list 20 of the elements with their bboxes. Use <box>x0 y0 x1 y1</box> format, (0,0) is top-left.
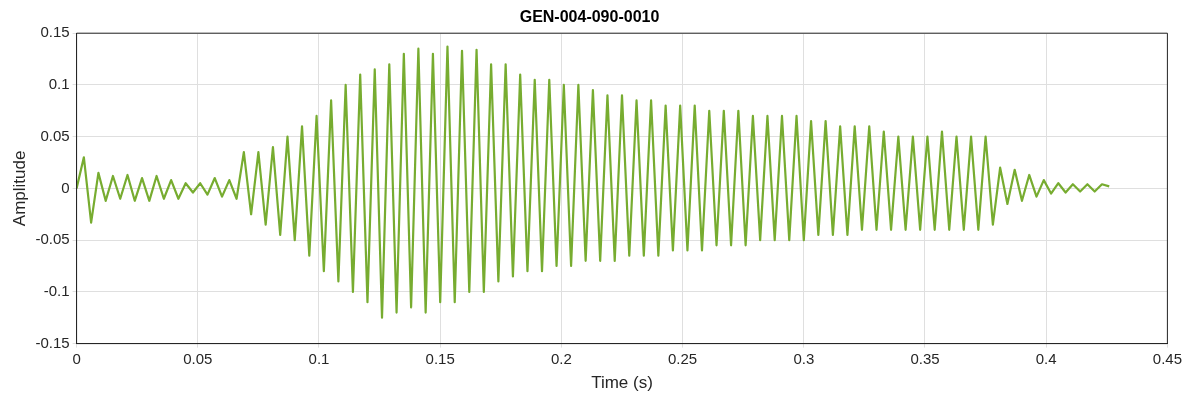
x-tick-label: 0.25 <box>668 349 698 367</box>
y-tick-label: 0 <box>61 178 70 196</box>
y-tick-label: 0.1 <box>48 75 70 93</box>
x-axis-title: Time (s) <box>591 373 653 393</box>
y-tick-label: 0.15 <box>40 23 70 41</box>
x-tick-label: 0.05 <box>183 349 213 367</box>
x-tick-label: 0.1 <box>308 349 330 367</box>
y-axis-title: Amplitude <box>9 150 29 227</box>
x-tick-label: 0.45 <box>1152 349 1182 367</box>
chart-title: GEN-004-090-0010 <box>519 8 660 26</box>
y-tick-label: -0.05 <box>35 230 70 248</box>
y-tick-label: -0.15 <box>35 333 70 351</box>
x-tick-label: 0.15 <box>425 349 455 367</box>
x-tick-label: 0.2 <box>550 349 572 367</box>
y-tick-label: -0.1 <box>43 282 70 300</box>
x-tick-label: 0.35 <box>910 349 940 367</box>
x-tick-label: 0.4 <box>1035 349 1057 367</box>
x-tick-label: 0.3 <box>793 349 815 367</box>
y-tick-label: 0.05 <box>40 126 70 144</box>
x-tick-label: 0 <box>72 349 81 367</box>
